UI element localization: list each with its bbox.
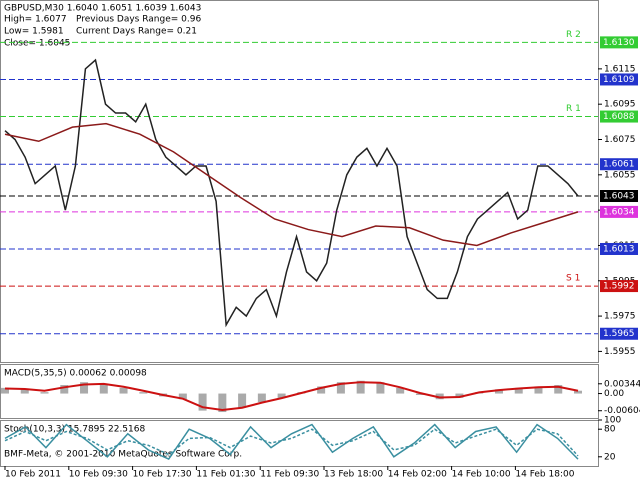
level-label: 1.6061 <box>603 160 635 170</box>
y-tick-label: 20 <box>604 452 616 462</box>
macd-bar <box>139 392 148 394</box>
header-prev-range: Previous Days Range= 0.96 <box>76 15 201 25</box>
macd-bar <box>494 389 503 394</box>
macd-bar <box>80 382 89 394</box>
level-box <box>600 205 638 218</box>
header-symbol: GBPUSD,M30 1.6040 1.6051 1.6039 1.6043 <box>4 4 201 14</box>
panel-title: Stoch(10,3,3) 15.7895 22.5168 <box>4 425 145 435</box>
macd-bar <box>178 393 187 400</box>
macd-bar <box>119 387 128 394</box>
copyright: BMF-Meta, © 2001-2010 MetaQuotes Softwar… <box>4 450 242 460</box>
x-tick-label: 11 Feb 01:30 <box>196 470 255 480</box>
macd-bar <box>60 385 69 394</box>
macd-bar <box>40 392 49 394</box>
signal-line <box>4 381 579 412</box>
header-cur-range: Current Days Range= 0.21 <box>76 27 197 37</box>
level-box <box>600 36 638 49</box>
panel-frame <box>0 0 599 363</box>
x-tick-label: 14 Feb 02:00 <box>388 470 447 480</box>
header-high: High= 1.6077 <box>4 15 67 25</box>
series-line <box>4 423 579 461</box>
y-tick-label: 1.5975 <box>604 312 636 322</box>
macd-bar <box>198 393 207 411</box>
header-low: Low= 1.5981 <box>4 27 64 37</box>
panel-title: MACD(5,35,5) 0.00062 0.00098 <box>4 369 147 379</box>
macd-bar <box>396 387 405 394</box>
y-tick-label: 1.6055 <box>604 170 636 180</box>
level-label: 1.6013 <box>603 244 635 254</box>
macd-bar <box>415 393 424 395</box>
macd-bar <box>238 393 247 408</box>
y-tick-label: 0.00 <box>604 389 624 399</box>
x-tick-label: 14 Feb 10:00 <box>452 470 511 480</box>
y-tick-label: 1.6095 <box>604 100 636 110</box>
macd-bar <box>376 382 385 394</box>
macd-bar <box>514 387 523 394</box>
level-label: 1.6034 <box>603 207 635 217</box>
level-label: 1.6088 <box>603 112 635 122</box>
level-name: R 2 <box>566 30 581 40</box>
macd-bar <box>20 389 29 394</box>
macd-bar <box>317 386 326 394</box>
y-tick-label: 0.00344 <box>604 379 640 389</box>
x-tick-label: 10 Feb 09:30 <box>69 470 128 480</box>
macd-bar <box>277 393 286 398</box>
level-box <box>600 158 638 171</box>
macd-bar <box>356 380 365 394</box>
level-name: S 1 <box>566 274 580 284</box>
series-line <box>4 122 579 247</box>
level-box <box>600 73 638 86</box>
level-box <box>600 327 638 340</box>
series-line <box>4 58 579 328</box>
macd-bar <box>534 386 543 394</box>
level-label: 1.5965 <box>603 329 635 339</box>
macd-bar <box>435 393 444 400</box>
y-tick-label: 100 <box>604 416 621 426</box>
level-label: 1.6130 <box>603 38 635 48</box>
x-tick-label: 13 Feb 18:00 <box>324 470 383 480</box>
macd-bar <box>336 382 345 394</box>
level-box <box>600 110 638 123</box>
panel-frame <box>0 364 599 419</box>
y-tick-label: 80 <box>604 425 616 435</box>
macd-bar <box>257 393 266 403</box>
level-box <box>600 242 638 255</box>
y-tick-label: 1.6115 <box>604 64 636 74</box>
panel-frame <box>0 420 599 467</box>
macd-bar <box>455 393 464 398</box>
x-tick-label: 10 Feb 17:30 <box>133 470 192 480</box>
header-close: Close= 1.6045 <box>4 39 70 49</box>
level-name: R 1 <box>566 104 581 114</box>
x-tick-label: 14 Feb 18:00 <box>515 470 574 480</box>
macd-bar <box>554 385 563 394</box>
y-tick-label: 1.5955 <box>604 347 636 357</box>
macd-bar <box>1 387 9 394</box>
x-tick-label: 10 Feb 2011 <box>5 470 61 480</box>
macd-bar <box>574 390 582 394</box>
level-label: 1.5992 <box>603 282 635 292</box>
y-tick-label: 1.6075 <box>604 135 636 145</box>
macd-bar <box>218 393 227 413</box>
y-tick-label: -0.00604 <box>604 406 640 416</box>
level-label: 1.6043 <box>603 192 635 202</box>
level-box <box>600 190 638 203</box>
x-tick-label: 11 Feb 09:30 <box>260 470 319 480</box>
macd-bar <box>99 383 108 394</box>
level-label: 1.6109 <box>603 75 635 85</box>
level-box <box>600 280 638 293</box>
